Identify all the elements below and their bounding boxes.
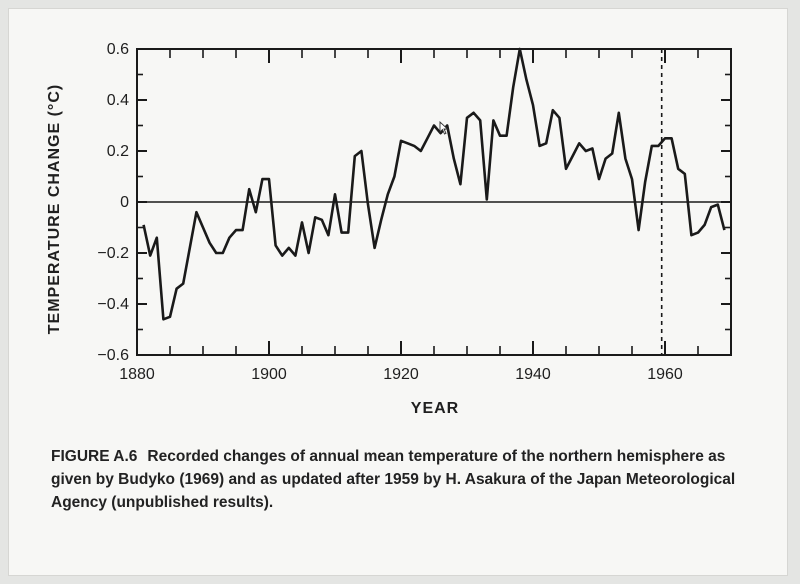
y-tick-label: −0.4 [97,296,129,313]
y-tick-label: 0.6 [107,41,129,58]
page-scan: 0.6 0.4 0.2 0 −0.2 −0.4 −0.6 1880 1900 1920 1940 19… [8,8,788,576]
figure-label: FIGURE A.6 [51,448,138,465]
x-tick-label: 1940 [515,366,551,383]
y-axis-title: TEMPERATURE CHANGE (°C) [46,84,63,334]
x-tick-label: 1960 [647,366,683,383]
x-tick-label: 1880 [119,366,155,383]
y-tick-label: −0.2 [97,245,129,262]
y-tick-label: 0.4 [107,92,129,109]
x-tick-label: 1900 [251,366,287,383]
x-axis-title: YEAR [411,400,459,417]
temperature-chart: 0.6 0.4 0.2 0 −0.2 −0.4 −0.6 1880 1900 1920 1940 19… [46,41,732,417]
y-tick-label: 0 [120,194,129,211]
figure-caption: FIGURE A.6 Recorded changes of annual mea… [51,445,741,514]
caption-text: Recorded changes of annual mean temperat… [51,448,736,511]
y-tick-label: −0.6 [97,347,129,364]
temperature-series-line [142,47,726,321]
x-tick-label: 1920 [383,366,419,383]
y-tick-label: 0.2 [107,143,129,160]
mouse-cursor-icon [439,121,449,135]
